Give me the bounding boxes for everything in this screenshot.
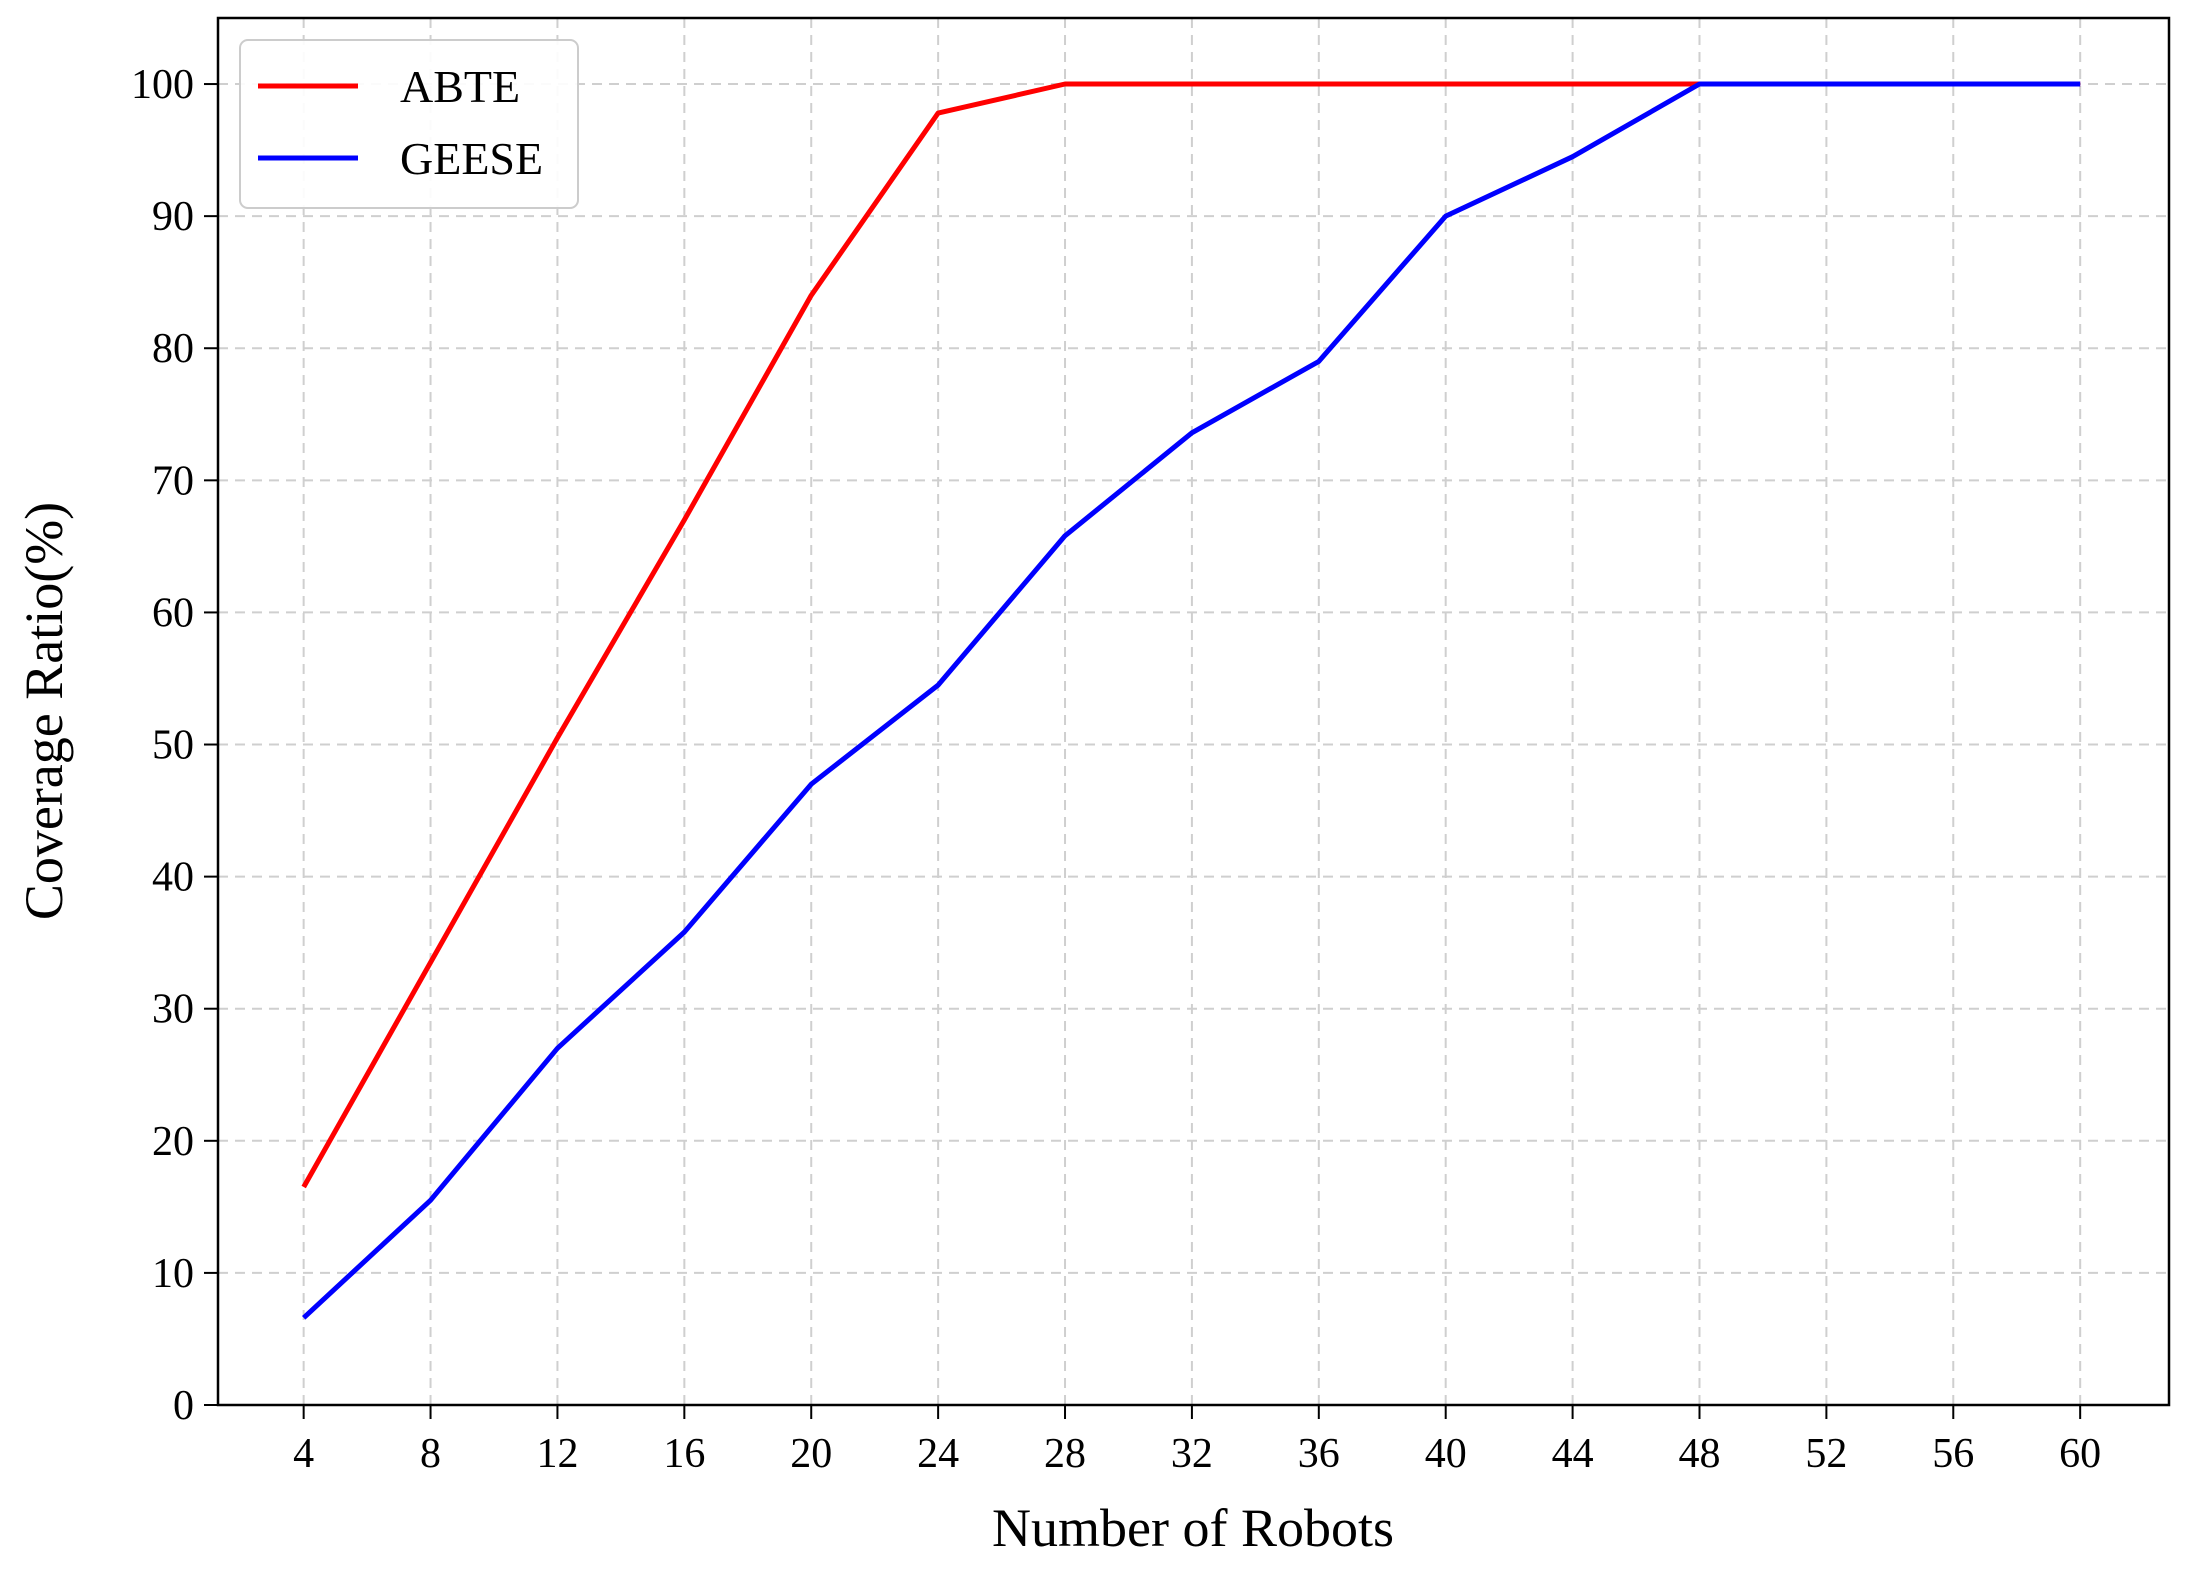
legend-box xyxy=(239,39,579,209)
x-tick-label: 32 xyxy=(1171,1431,1213,1477)
y-tick-label: 60 xyxy=(152,590,194,636)
y-axis-title: Coverage Ratio(%) xyxy=(14,502,74,920)
series-lines xyxy=(301,81,2081,1320)
x-tick-label: 24 xyxy=(917,1431,959,1477)
plot-frame xyxy=(216,16,2171,1407)
x-tick-label: 4 xyxy=(293,1431,314,1477)
x-tick-label: 56 xyxy=(1932,1431,1974,1477)
axis-ticks: 4 8 12 16 20 24 28 32 36 40 44 48 52 56 60010203040506… xyxy=(131,62,2101,1477)
x-tick-label: 44 xyxy=(1552,1431,1594,1477)
x-tick-label: 48 xyxy=(1678,1431,1720,1477)
y-tick-label: 100 xyxy=(131,62,194,108)
grid xyxy=(218,18,2169,1406)
x-tick-label: 12 xyxy=(536,1431,578,1477)
x-tick-label: 20 xyxy=(790,1431,832,1477)
y-tick-label: 10 xyxy=(152,1251,194,1297)
y-tick-label: 80 xyxy=(152,326,194,372)
x-tick-label: 52 xyxy=(1805,1431,1847,1477)
x-tick-label: 36 xyxy=(1298,1431,1340,1477)
y-tick-label: 50 xyxy=(152,723,194,769)
y-tick-label: 40 xyxy=(152,855,194,901)
legend-label-geese: GEESE xyxy=(400,133,543,184)
x-tick-label: 40 xyxy=(1425,1431,1467,1477)
x-axis-title: Number of Robots xyxy=(992,1498,1394,1558)
y-tick-label: 30 xyxy=(152,987,194,1033)
y-tick-label: 20 xyxy=(152,1119,194,1165)
x-tick-label: 16 xyxy=(663,1431,705,1477)
y-tick-label: 90 xyxy=(152,194,194,240)
x-tick-label: 60 xyxy=(2059,1431,2101,1477)
x-tick-label: 28 xyxy=(1044,1431,1086,1477)
x-tick-label: 8 xyxy=(420,1431,441,1477)
y-tick-label: 70 xyxy=(152,458,194,504)
legend: ABTE GEESE xyxy=(239,39,579,209)
series-line-geese xyxy=(302,81,2081,1320)
y-tick-label: 0 xyxy=(173,1383,194,1429)
legend-label-abte: ABTE xyxy=(400,61,520,112)
